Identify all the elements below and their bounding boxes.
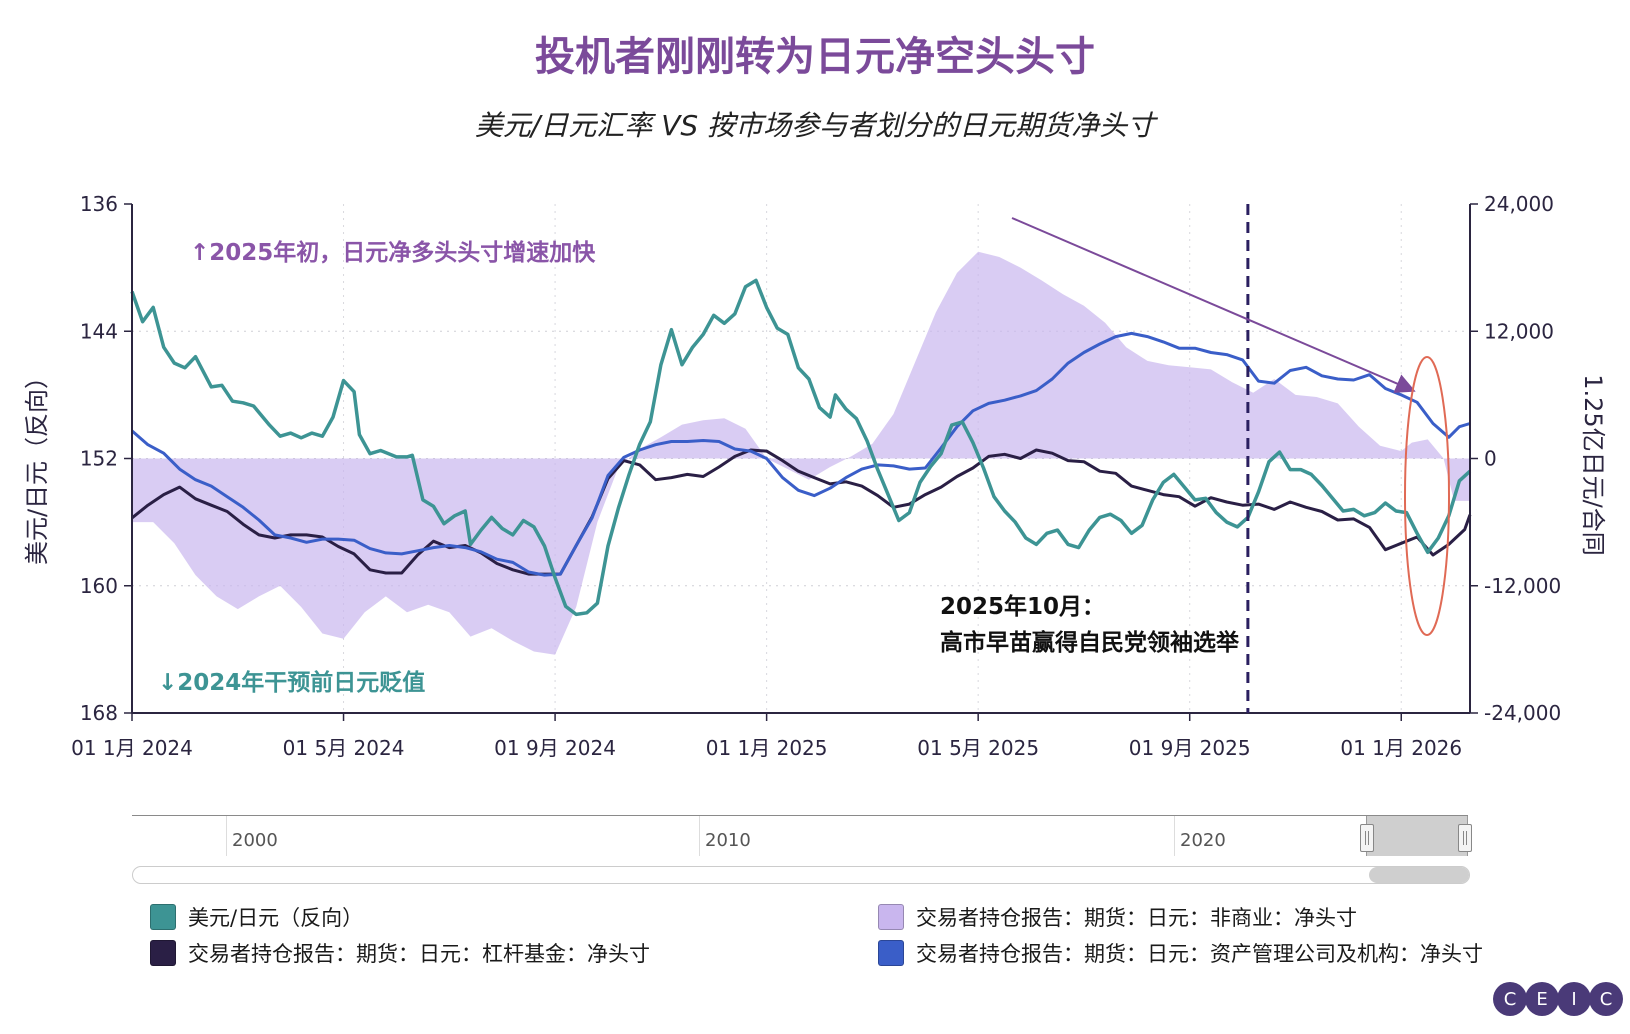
nav-label-2010: 2010 (705, 830, 751, 851)
series-line-asset-managers (131, 331, 1471, 577)
highlight-ellipse (1404, 356, 1450, 636)
legend-item-noncommercial[interactable]: 交易者持仓报告：期货：日元：非商业：净头寸 (878, 902, 1357, 932)
legend-item-asset-managers[interactable]: 交易者持仓报告：期货：日元：资产管理公司及机构：净头寸 (878, 938, 1483, 968)
nav-tick (1174, 816, 1175, 856)
logo-letter: E (1525, 982, 1559, 1016)
logo-letter: C (1589, 982, 1623, 1016)
nav-left-handle[interactable] (1360, 824, 1374, 852)
chart-subtitle: 美元/日元汇率 VS 按市场参与者划分的日元期货净头寸 (474, 109, 1156, 142)
legend-swatch (878, 904, 904, 930)
x-tick-label: 01 1月 2025 (706, 736, 828, 760)
nav-scrollbar[interactable] (132, 866, 1470, 884)
scrollbar-thumb[interactable] (1369, 867, 1469, 883)
nav-right-handle[interactable] (1458, 824, 1472, 852)
range-navigator[interactable]: 2000 2010 2020 (132, 815, 1472, 860)
legend-swatch (878, 940, 904, 966)
y-left-tick-label: 168 (80, 701, 118, 725)
legend-swatch (150, 940, 176, 966)
y-left-tick-label: 136 (80, 192, 118, 216)
x-tick-label: 01 9月 2024 (494, 736, 616, 760)
nav-label-2000: 2000 (232, 830, 278, 851)
legend-label: 交易者持仓报告：期货：日元：非商业：净头寸 (916, 906, 1357, 930)
legend-swatch (150, 904, 176, 930)
y-right-label: 1.25亿日元/合同 (1579, 374, 1607, 556)
logo-letter: C (1493, 982, 1527, 1016)
y-left-tick-label: 152 (80, 447, 118, 471)
annotation-event-2: 高市早苗赢得自民党领袖选举 (940, 629, 1240, 656)
y-right-tick-label: 12,000 (1484, 319, 1554, 343)
y-right-tick-label: -24,000 (1484, 701, 1561, 725)
annotation-bottom: ↓2024年干预前日元贬值 (158, 669, 425, 696)
x-tick-label: 01 5月 2025 (917, 736, 1039, 760)
trend-arrow (1011, 217, 1416, 393)
nav-selected-window[interactable] (1366, 816, 1468, 856)
area-layer (132, 251, 1470, 655)
y-right-tick-label: 0 (1484, 447, 1497, 471)
y-right-tick-label: -12,000 (1484, 574, 1561, 598)
legend-label: 交易者持仓报告：期货：日元：杠杆基金：净头寸 (188, 942, 650, 966)
legend-label: 交易者持仓报告：期货：日元：资产管理公司及机构：净头寸 (916, 942, 1483, 966)
line-layer (130, 278, 1472, 617)
legend-label: 美元/日元（反向） (188, 906, 364, 930)
y-right-tick-label: 24,000 (1484, 192, 1554, 216)
nav-tick (699, 816, 700, 856)
legend-item-usdjpy[interactable]: 美元/日元（反向） (150, 902, 363, 932)
axis-layer: 136 24,000 144 12,000 152 0 160 -12,000 168 -24,0… (71, 192, 1561, 760)
annotation-event-1: 2025年10月： (940, 593, 1105, 620)
x-tick-label: 01 9月 2025 (1129, 736, 1251, 760)
nav-label-2020: 2020 (1180, 830, 1226, 851)
chart-title: 投机者刚刚转为日元净空头头寸 (535, 34, 1095, 80)
y-left-label: 美元/日元（反向） (23, 365, 51, 565)
x-tick-label: 01 5月 2024 (283, 736, 405, 760)
nav-tick (226, 816, 227, 856)
y-left-tick-label: 144 (80, 319, 118, 343)
legend: 美元/日元（反向） 交易者持仓报告：期货：日元：非商业：净头寸 交易者持仓报告：… (150, 902, 1550, 982)
annotation-top: ↑2025年初，日元净多头头寸增速加快 (190, 239, 596, 266)
y-left-tick-label: 160 (80, 574, 118, 598)
series-line-usdjpy (130, 278, 1472, 617)
x-tick-label: 01 1月 2026 (1340, 736, 1462, 760)
logo-letter: I (1557, 982, 1591, 1016)
series-area-noncommercial (132, 251, 1470, 655)
series-line-leveraged-funds (131, 448, 1472, 576)
chart-plot: 136 24,000 144 12,000 152 0 160 -12,000 168 -24,0… (23, 192, 1607, 760)
x-tick-label: 01 1月 2024 (71, 736, 193, 760)
legend-item-leveraged-funds[interactable]: 交易者持仓报告：期货：日元：杠杆基金：净头寸 (150, 938, 650, 968)
ceic-logo: C E I C (1493, 982, 1623, 1016)
